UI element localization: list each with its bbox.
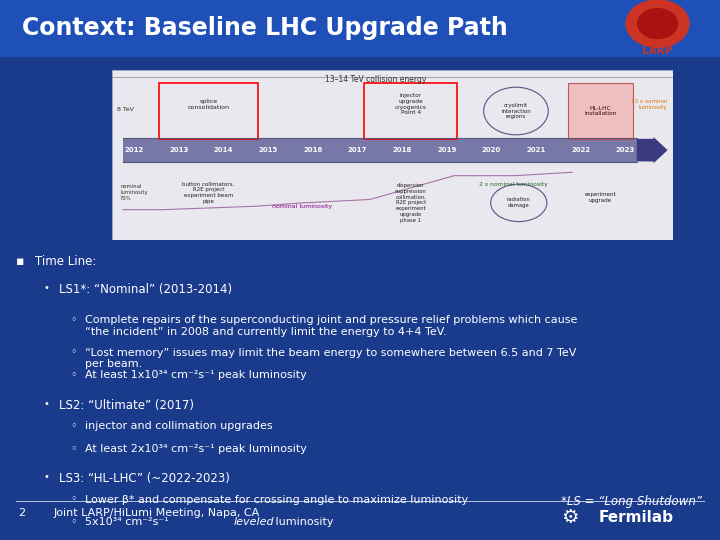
Text: Context: Baseline LHC Upgrade Path: Context: Baseline LHC Upgrade Path [22,16,508,40]
Text: LS3: “HL-LHC” (~2022-2023): LS3: “HL-LHC” (~2022-2023) [59,472,230,485]
Text: At least 1x10³⁴ cm⁻²s⁻¹ peak luminosity: At least 1x10³⁴ cm⁻²s⁻¹ peak luminosity [85,370,307,381]
Text: 2 x nominal luminosity: 2 x nominal luminosity [479,181,547,187]
Text: •: • [43,283,49,293]
Text: ◦: ◦ [71,370,77,381]
Text: LARP: LARP [642,46,672,56]
Text: *LS = “Long Shutdown”: *LS = “Long Shutdown” [561,495,702,508]
Text: 13–14 TeV collision energy: 13–14 TeV collision energy [325,75,426,84]
Text: dispersion
suppression
collimation,
R2E project
experiment
upgrade
phase 1: dispersion suppression collimation, R2E … [395,183,426,223]
Text: nominal luminosity: nominal luminosity [272,204,333,209]
Text: ◦: ◦ [71,517,77,528]
Text: 2018: 2018 [392,147,412,153]
Text: 2012: 2012 [125,147,144,153]
Text: ▪: ▪ [16,255,24,268]
Text: ◦: ◦ [71,444,77,454]
Text: injector and collimation upgrades: injector and collimation upgrades [85,421,273,431]
FancyArrow shape [636,137,667,163]
Text: At least 2x10³⁴ cm⁻²s⁻¹ peak luminosity: At least 2x10³⁴ cm⁻²s⁻¹ peak luminosity [85,444,307,454]
Text: button collimators,
R2E project
experiment beam
pipe: button collimators, R2E project experime… [182,181,235,204]
Text: ◦: ◦ [71,315,77,326]
Text: ◦: ◦ [71,348,77,358]
Text: experiment
upgrade: experiment upgrade [585,192,616,203]
Text: luminosity: luminosity [272,517,333,528]
Bar [0,0,720,57]
Text: 2022: 2022 [571,147,590,153]
Text: splice
consolidation: splice consolidation [187,99,230,110]
Bar [123,138,636,162]
Text: 2016: 2016 [303,147,323,153]
Text: nominal
luminosity
70%: nominal luminosity 70% [120,184,148,201]
Text: •: • [43,472,49,482]
Text: LS2: “Ultimate” (2017): LS2: “Ultimate” (2017) [59,399,194,411]
Circle shape [626,0,689,47]
Text: “Lost memory” issues may limit the beam energy to somewhere between 6.5 and 7 Te: “Lost memory” issues may limit the beam … [85,348,576,369]
Text: 2: 2 [18,508,25,518]
Text: Fermilab: Fermilab [598,510,673,524]
Circle shape [638,9,678,38]
Text: leveled: leveled [234,517,274,528]
Text: 2017: 2017 [348,147,367,153]
Text: 2013: 2013 [169,147,189,153]
Text: 2019: 2019 [437,147,456,153]
Text: 2015: 2015 [258,147,278,153]
Text: Complete repairs of the superconducting joint and pressure relief problems which: Complete repairs of the superconducting … [85,315,577,337]
Text: 10 x nominal
luminosity: 10 x nominal luminosity [631,99,667,110]
Text: cryolimit
interaction
regions: cryolimit interaction regions [501,103,531,119]
Text: ◦: ◦ [71,495,77,505]
Text: 2021: 2021 [526,147,546,153]
Text: LS1*: “Nominal” (2013-2014): LS1*: “Nominal” (2013-2014) [59,283,232,296]
Text: HL-LHC
installation: HL-LHC installation [585,106,616,117]
FancyBboxPatch shape [568,83,633,139]
Text: 2014: 2014 [214,147,233,153]
Text: 2020: 2020 [482,147,501,153]
Text: Time Line:: Time Line: [35,255,96,268]
Text: 8 TeV: 8 TeV [117,107,134,112]
Text: 2023: 2023 [616,147,635,153]
Text: Joint LARP/HiLumi Meeting, Napa, CA: Joint LARP/HiLumi Meeting, Napa, CA [54,508,260,518]
Text: Lower β* and compensate for crossing angle to maximize luminosity: Lower β* and compensate for crossing ang… [85,495,468,505]
Text: ⚙: ⚙ [561,508,579,526]
Text: injector
upgrade
cryogenics
Point 4: injector upgrade cryogenics Point 4 [395,93,426,116]
Text: radiation
damage: radiation damage [507,198,531,208]
Text: •: • [43,399,49,409]
Text: ◦: ◦ [71,421,77,431]
Text: 5x10³⁴ cm⁻²s⁻¹: 5x10³⁴ cm⁻²s⁻¹ [85,517,172,528]
